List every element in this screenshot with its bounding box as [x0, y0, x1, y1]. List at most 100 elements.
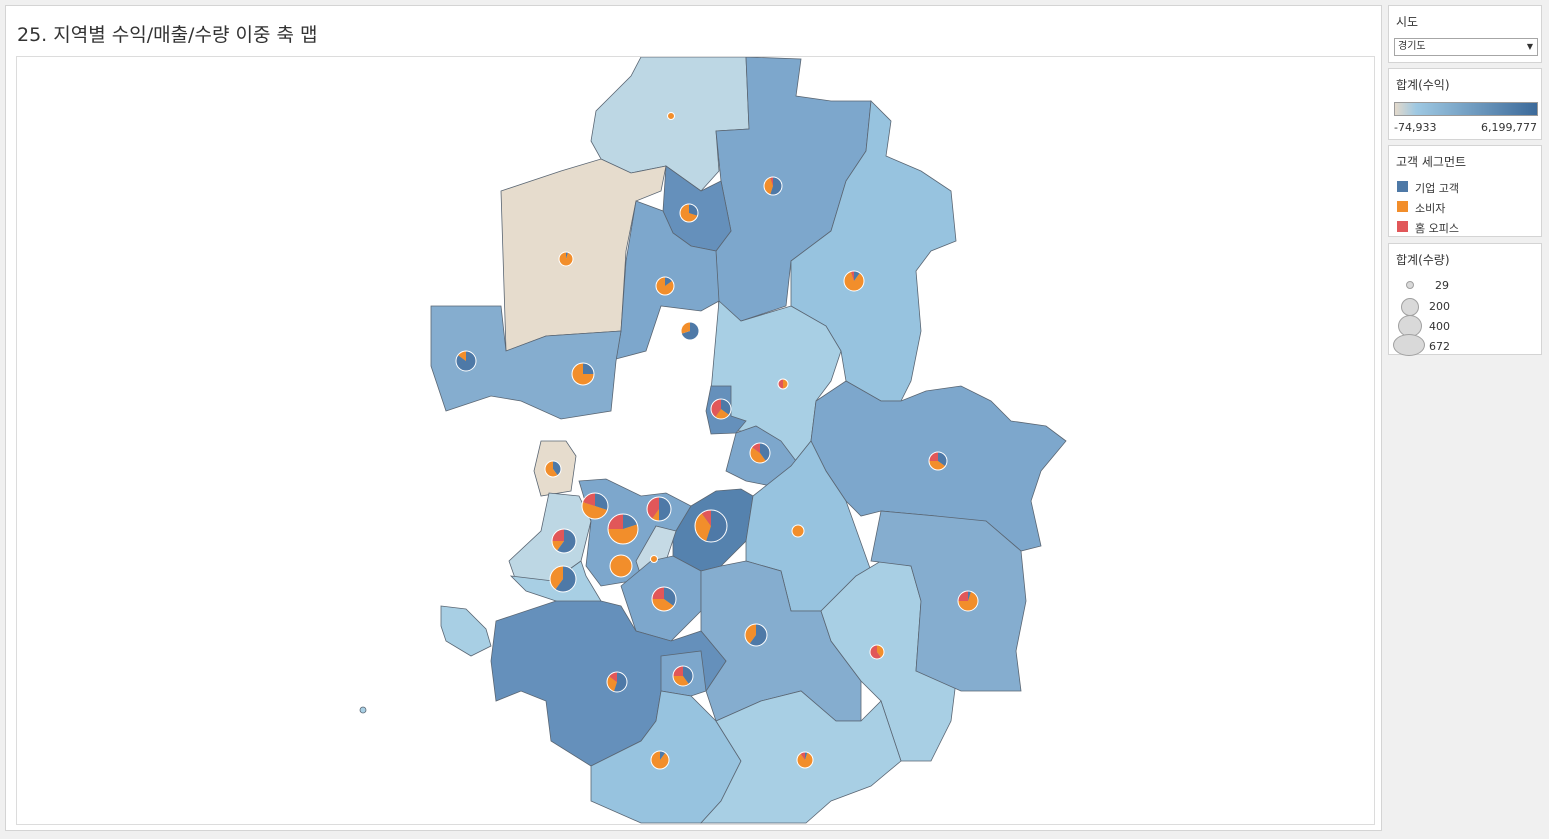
- pie-outline: [571, 362, 595, 386]
- pie-slice: [783, 379, 788, 389]
- pie-outline: [646, 496, 672, 522]
- size-legend-item: 672: [1389, 334, 1541, 356]
- pie-slice: [760, 443, 771, 462]
- segment-legend-title: 고객 세그먼트: [1396, 155, 1467, 169]
- size-label: 672: [1429, 340, 1450, 353]
- pie-slice: [651, 509, 659, 521]
- sido-filter-card: 시도 경기도 ▼: [1388, 5, 1542, 63]
- pie-marker[interactable]: [744, 623, 768, 647]
- quantity-legend-card: 합계(수량) 29 200 400 672: [1388, 243, 1542, 356]
- pie-marker[interactable]: [777, 378, 789, 390]
- pie-marker[interactable]: [869, 644, 885, 660]
- profit-gradient-bar: [1394, 102, 1538, 116]
- pie-slice: [606, 676, 617, 692]
- pie-marker[interactable]: [650, 750, 670, 770]
- profit-legend-title: 합계(수익): [1396, 78, 1450, 92]
- pie-outline: [679, 203, 699, 223]
- pie-slice: [681, 322, 699, 340]
- pie-slice: [650, 555, 658, 563]
- legend-label: 홈 오피스: [1415, 222, 1459, 235]
- size-label: 200: [1429, 300, 1450, 313]
- pie-outline: [551, 528, 577, 554]
- pie-slice: [552, 529, 564, 541]
- pie-slice: [608, 514, 623, 529]
- pie-slice: [544, 461, 558, 477]
- pie-marker[interactable]: [679, 203, 699, 223]
- pie-marker[interactable]: [549, 565, 577, 593]
- pie-slice: [582, 493, 595, 506]
- pie-outline: [749, 442, 771, 464]
- pie-outline: [710, 398, 732, 420]
- pie-slice: [744, 624, 756, 644]
- pie-marker[interactable]: [455, 350, 477, 372]
- size-circle: [1401, 298, 1419, 316]
- pie-marker[interactable]: [710, 398, 732, 420]
- chevron-down-icon[interactable]: ▼: [1526, 42, 1533, 51]
- pie-slice: [749, 447, 766, 464]
- pie-slice: [652, 587, 664, 599]
- pie-marker[interactable]: [672, 665, 694, 687]
- pie-marker[interactable]: [606, 671, 628, 693]
- pie-outline: [655, 276, 675, 296]
- pie-slice: [583, 363, 594, 374]
- pie-slice: [647, 497, 659, 519]
- pie-marker[interactable]: [928, 451, 948, 471]
- legend-swatch: [1397, 181, 1408, 192]
- pie-marker[interactable]: [607, 513, 639, 545]
- pie-marker[interactable]: [551, 528, 577, 554]
- pie-marker[interactable]: [957, 590, 979, 612]
- pie-slice: [877, 645, 884, 658]
- pie-marker[interactable]: [650, 555, 658, 563]
- pie-marker[interactable]: [651, 586, 677, 612]
- pie-marker[interactable]: [791, 524, 805, 538]
- region-west-coast[interactable]: [430, 305, 622, 420]
- region-southeast-2[interactable]: [870, 510, 1027, 692]
- pie-marker[interactable]: [571, 362, 595, 386]
- pie-slice: [667, 112, 675, 120]
- pie-outline: [796, 751, 814, 769]
- region-island[interactable]: [440, 605, 492, 657]
- pie-slice: [805, 752, 808, 760]
- map-view[interactable]: [16, 56, 1375, 825]
- pie-slice: [673, 666, 683, 676]
- pie-marker[interactable]: [544, 460, 562, 478]
- pie-slice: [968, 591, 972, 601]
- pie-outline: [558, 251, 574, 267]
- profit-min-label: -74,933: [1394, 121, 1437, 134]
- pie-slice: [623, 514, 638, 529]
- pie-marker[interactable]: [609, 554, 633, 578]
- pie-marker[interactable]: [763, 176, 783, 196]
- pie-slice: [549, 566, 563, 590]
- pie-marker[interactable]: [749, 442, 771, 464]
- profit-max-label: 6,199,777: [1481, 121, 1537, 134]
- pie-slice: [706, 510, 727, 542]
- pie-slice: [655, 277, 674, 295]
- pie-slice: [689, 203, 699, 216]
- pie-marker[interactable]: [796, 751, 814, 769]
- sido-filter-dropdown[interactable]: 경기도 ▼: [1394, 38, 1538, 56]
- pie-outline: [607, 513, 639, 545]
- pie-marker[interactable]: [680, 321, 700, 341]
- pie-marker[interactable]: [694, 509, 728, 543]
- pie-marker[interactable]: [581, 492, 609, 520]
- pie-marker[interactable]: [558, 251, 574, 267]
- legend-swatch: [1397, 221, 1408, 232]
- region-north-2[interactable]: [715, 57, 872, 322]
- size-label: 29: [1435, 279, 1449, 292]
- pie-outline: [455, 350, 477, 372]
- pie-marker[interactable]: [843, 270, 865, 292]
- pie-marker[interactable]: [646, 496, 672, 522]
- pie-slice: [958, 591, 968, 601]
- legend-swatch: [1397, 201, 1408, 212]
- pie-slice: [660, 751, 666, 760]
- pie-marker[interactable]: [667, 112, 675, 120]
- region-layer: [359, 57, 1067, 824]
- map-canvas[interactable]: [17, 57, 1374, 824]
- pie-slice: [701, 510, 711, 526]
- pie-slice: [572, 363, 594, 385]
- region-islet[interactable]: [359, 706, 367, 714]
- pie-marker[interactable]: [655, 276, 675, 296]
- pie-slice: [559, 252, 574, 266]
- pie-slice: [566, 252, 569, 259]
- pie-outline: [667, 112, 675, 120]
